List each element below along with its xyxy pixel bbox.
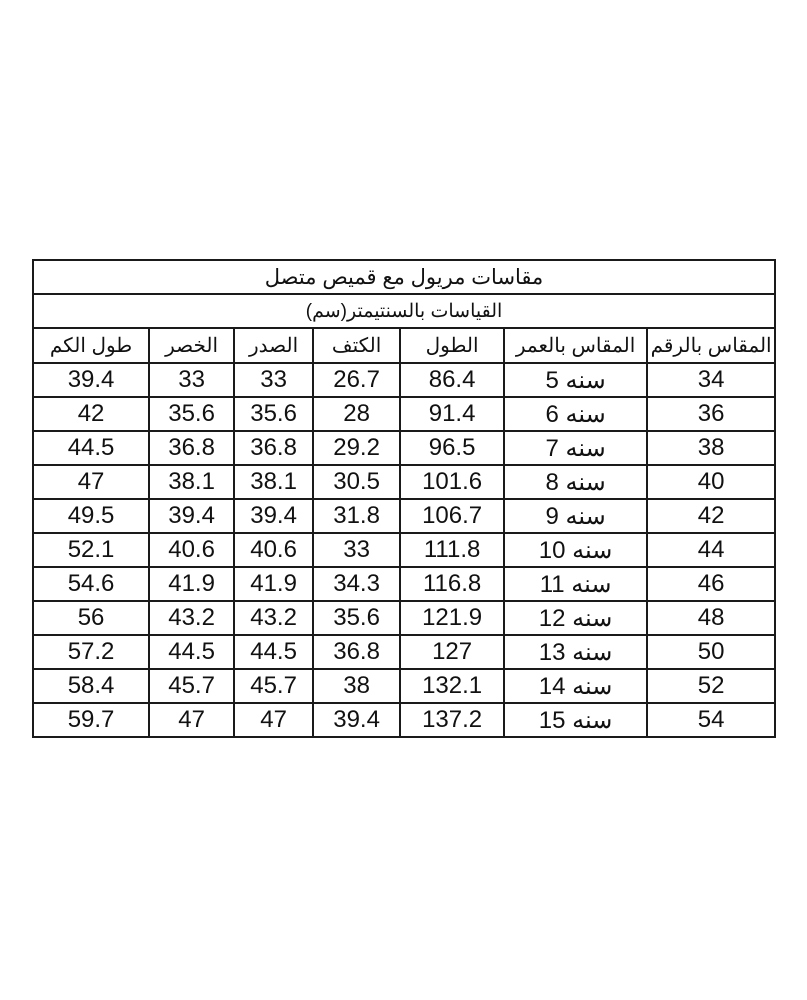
table-cell: 28 xyxy=(312,396,402,432)
table-cell: 45.7 xyxy=(148,668,236,704)
table-row: 48 سنه 12 121.9 35.6 43.2 43.2 56 xyxy=(31,600,777,636)
table-cell: 36.8 xyxy=(312,634,402,670)
table-cell: 52.1 xyxy=(31,532,151,568)
table-cell: 44.5 xyxy=(31,430,151,466)
table-row: 50 سنه 13 127 36.8 44.5 44.5 57.2 xyxy=(31,634,777,670)
table-cell: 44 xyxy=(646,532,777,568)
table-cell: سنه 13 xyxy=(503,634,649,670)
table-cell: سنه 10 xyxy=(503,532,649,568)
table-cell: 38 xyxy=(312,668,402,704)
table-cell: 45.7 xyxy=(233,668,315,704)
table-cell: سنه 9 xyxy=(503,498,649,534)
table-cell: سنه 5 xyxy=(503,362,649,398)
table-cell: 42 xyxy=(646,498,777,534)
table-cell: 47 xyxy=(31,464,151,500)
table-cell: 39.4 xyxy=(31,362,151,398)
table-cell: 41.9 xyxy=(233,566,315,602)
table-cell: 30.5 xyxy=(312,464,402,500)
table-cell: 86.4 xyxy=(399,362,506,398)
table-cell: سنه 12 xyxy=(503,600,649,636)
table-cell: سنه 7 xyxy=(503,430,649,466)
table-cell: 59.7 xyxy=(31,702,151,738)
table-cell: 35.6 xyxy=(312,600,402,636)
table-cell: 49.5 xyxy=(31,498,151,534)
column-header: الصدر xyxy=(233,327,315,364)
table-cell: 44.5 xyxy=(233,634,315,670)
table-cell: 54.6 xyxy=(31,566,151,602)
table-cell: 38 xyxy=(646,430,777,466)
table-cell: 40 xyxy=(646,464,777,500)
table-cell: 127 xyxy=(399,634,506,670)
table-cell: 96.5 xyxy=(399,430,506,466)
table-cell: 54 xyxy=(646,702,777,738)
table-cell: 132.1 xyxy=(399,668,506,704)
table-cell: 44.5 xyxy=(148,634,236,670)
table-row: 52 سنه 14 132.1 38 45.7 45.7 58.4 xyxy=(31,668,777,704)
table-cell: 46 xyxy=(646,566,777,602)
table-cell: سنه 11 xyxy=(503,566,649,602)
table-cell: 43.2 xyxy=(148,600,236,636)
table-cell: 57.2 xyxy=(31,634,151,670)
table-row: 34 سنه 5 86.4 26.7 33 33 39.4 xyxy=(31,362,777,398)
table-cell: 41.9 xyxy=(148,566,236,602)
table-subtitle: القياسات بالسنتيمتر(سم) xyxy=(31,293,777,329)
table-cell: 36.8 xyxy=(233,430,315,466)
table-cell: 101.6 xyxy=(399,464,506,500)
table-cell: 48 xyxy=(646,600,777,636)
table-cell: 47 xyxy=(233,702,315,738)
column-header: الطول xyxy=(399,327,506,364)
table-cell: 38.1 xyxy=(233,464,315,500)
table-title: مقاسات مريول مع قميص متصل xyxy=(31,259,777,295)
table-row: 46 سنه 11 116.8 34.3 41.9 41.9 54.6 xyxy=(31,566,777,602)
table-cell: 111.8 xyxy=(399,532,506,568)
table-cell: 33 xyxy=(312,532,402,568)
column-header: المقاس بالرقم xyxy=(646,327,777,364)
table-row: 54 سنه 15 137.2 39.4 47 47 59.7 xyxy=(31,702,777,738)
table-cell: 50 xyxy=(646,634,777,670)
table-cell: 137.2 xyxy=(399,702,506,738)
table-cell: 91.4 xyxy=(399,396,506,432)
table-cell: 47 xyxy=(148,702,236,738)
table-cell: 39.4 xyxy=(312,702,402,738)
table-cell: 38.1 xyxy=(148,464,236,500)
table-cell: 35.6 xyxy=(148,396,236,432)
table-cell: 33 xyxy=(233,362,315,398)
table-cell: 106.7 xyxy=(399,498,506,534)
table-cell: 116.8 xyxy=(399,566,506,602)
table-row: 36 سنه 6 91.4 28 35.6 35.6 42 xyxy=(31,396,777,432)
table-cell: 58.4 xyxy=(31,668,151,704)
table-cell: سنه 14 xyxy=(503,668,649,704)
table-cell: 43.2 xyxy=(233,600,315,636)
table-cell: 34.3 xyxy=(312,566,402,602)
table-cell: 34 xyxy=(646,362,777,398)
size-chart-table: مقاسات مريول مع قميص متصل القياسات بالسن… xyxy=(31,259,777,738)
table-row: 42 سنه 9 106.7 31.8 39.4 39.4 49.5 xyxy=(31,498,777,534)
table-row: 44 سنه 10 111.8 33 40.6 40.6 52.1 xyxy=(31,532,777,568)
table-cell: 40.6 xyxy=(233,532,315,568)
table-cell: 29.2 xyxy=(312,430,402,466)
table-row: 38 سنه 7 96.5 29.2 36.8 36.8 44.5 xyxy=(31,430,777,466)
table-cell: 31.8 xyxy=(312,498,402,534)
table-cell: 42 xyxy=(31,396,151,432)
table-cell: سنه 6 xyxy=(503,396,649,432)
table-cell: سنه 15 xyxy=(503,702,649,738)
table-cell: 39.4 xyxy=(148,498,236,534)
table-cell: 56 xyxy=(31,600,151,636)
table-cell: 52 xyxy=(646,668,777,704)
table-cell: 39.4 xyxy=(233,498,315,534)
table-cell: سنه 8 xyxy=(503,464,649,500)
table-cell: 26.7 xyxy=(312,362,402,398)
table-cell: 121.9 xyxy=(399,600,506,636)
table-cell: 36.8 xyxy=(148,430,236,466)
column-header: الخصر xyxy=(148,327,236,364)
column-header: المقاس بالعمر xyxy=(503,327,649,364)
column-header: طول الكم xyxy=(31,327,151,364)
table-row: 40 سنه 8 101.6 30.5 38.1 38.1 47 xyxy=(31,464,777,500)
column-header: الكتف xyxy=(312,327,402,364)
table-cell: 36 xyxy=(646,396,777,432)
table-cell: 40.6 xyxy=(148,532,236,568)
table-cell: 33 xyxy=(148,362,236,398)
table-cell: 35.6 xyxy=(233,396,315,432)
